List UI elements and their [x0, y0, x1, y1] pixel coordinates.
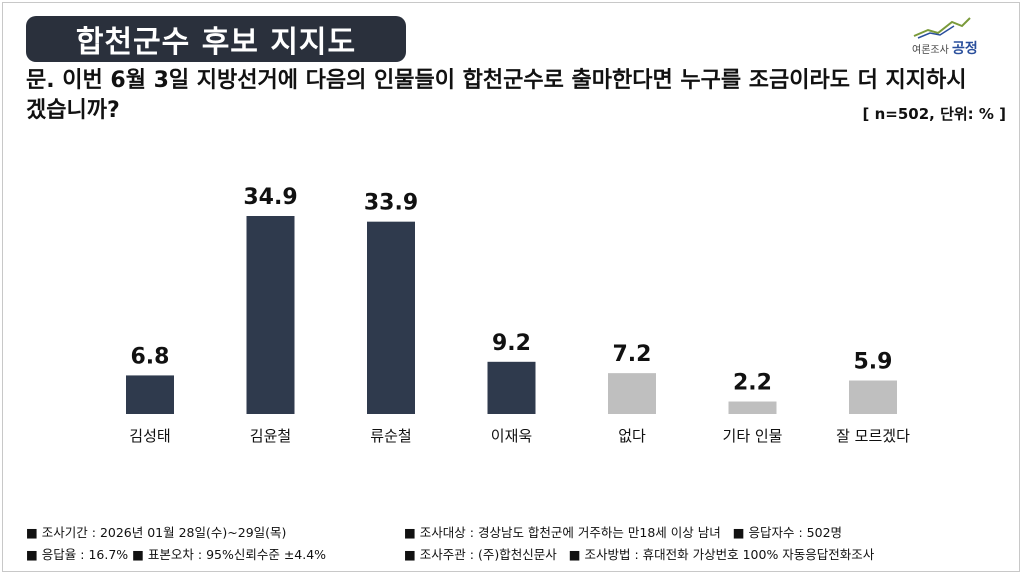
category-label-7: 잘 모르겠다 [836, 427, 910, 445]
category-label-1: 김성태 [129, 427, 170, 445]
footer-respondents: ■ 응답자수 : 502명 [732, 525, 843, 540]
bar-chart: 6.8 김성태 34.9 김윤철 33.9 류순철 9.2 이재욱 7.2 없다 2.2 기타 인물 5… [126, 185, 910, 445]
logo-text: 여론조사 공정 [912, 38, 978, 58]
line-trend-icon [913, 17, 971, 39]
category-label-4: 이재욱 [491, 427, 532, 445]
footer-survey-period: ■ 조사기간 : 2026년 01월 28일(수)~29일(목) [26, 525, 287, 540]
category-label-2: 김윤철 [250, 427, 291, 445]
category-label-3: 류순철 [370, 427, 411, 445]
value-label-6: 2.2 [733, 371, 772, 396]
footer-row-1: ■ 조사기간 : 2026년 01월 28일(수)~29일(목) ■ 조사대상 … [26, 522, 1016, 544]
footer-response-rate: ■ 응답율 : 16.7% ■ 표본오차 : 95%신뢰수준 ±4.4% [26, 547, 327, 562]
value-label-1: 6.8 [131, 344, 170, 369]
page-title: 합천군수 후보 지지도 [75, 25, 357, 60]
survey-question: 문. 이번 6월 3일 지방선거에 다음의 인물들이 합천군수로 출마한다면 누… [26, 68, 967, 123]
logo-label-strong: 공정 [952, 41, 978, 57]
footer-sponsor: ■ 조사주관 : (주)합천신문사 [404, 547, 557, 562]
footer-survey-target: ■ 조사대상 : 경상남도 합천군에 거주하는 만18세 이상 남녀 [404, 525, 721, 540]
footer-method: ■ 조사방법 : 휴대전화 가상번호 100% 자동응답전화조사 [568, 547, 875, 562]
bar-7 [849, 380, 897, 414]
survey-footer: ■ 조사기간 : 2026년 01월 28일(수)~29일(목) ■ 조사대상 … [26, 522, 1016, 566]
value-label-2: 34.9 [243, 185, 297, 210]
category-label-5: 없다 [618, 427, 646, 445]
bar-2 [246, 216, 295, 414]
footer-row-2: ■ 응답율 : 16.7% ■ 표본오차 : 95%신뢰수준 ±4.4% ■ 조… [26, 544, 1016, 566]
value-label-7: 5.9 [854, 350, 893, 375]
category-label-6: 기타 인물 [723, 427, 783, 445]
value-label-3: 33.9 [364, 191, 418, 216]
logo-label-small: 여론조사 [912, 45, 949, 56]
pollster-logo: 여론조사 공정 [908, 16, 1004, 57]
value-label-5: 7.2 [613, 342, 652, 367]
bar-3 [367, 221, 415, 414]
bar-1 [126, 375, 174, 414]
sample-unit-note: [ n=502, 단위: % ] [862, 105, 1006, 123]
bar-4 [487, 361, 536, 414]
bar-5 [608, 373, 656, 414]
bar-6 [728, 401, 777, 414]
title-banner: 합천군수 후보 지지도 [26, 16, 406, 62]
value-label-4: 9.2 [492, 331, 531, 356]
